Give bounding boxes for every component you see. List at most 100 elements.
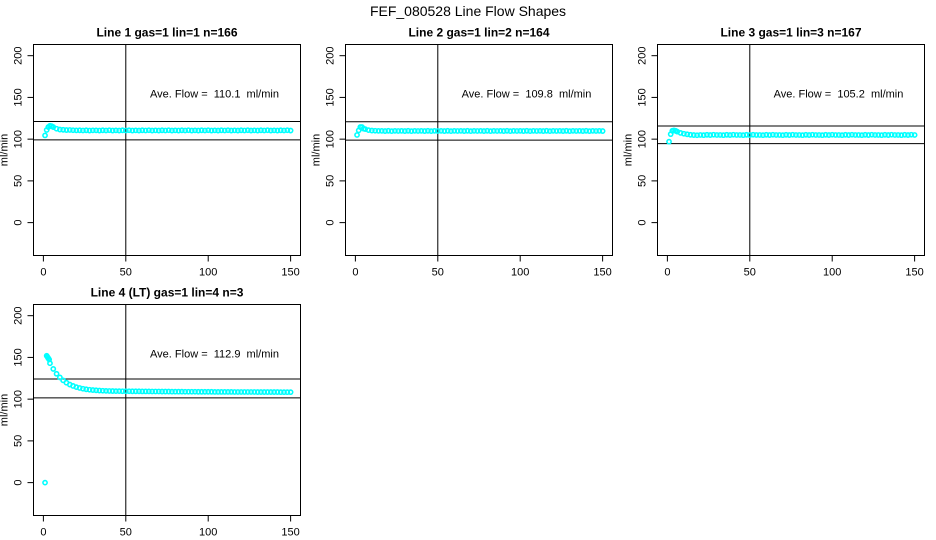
data-point bbox=[178, 127, 185, 134]
data-point bbox=[537, 127, 543, 134]
data-point bbox=[697, 132, 704, 138]
x-tick-label: 150 bbox=[281, 527, 299, 539]
data-point bbox=[155, 127, 162, 134]
data-point bbox=[773, 132, 780, 138]
data-point bbox=[208, 127, 215, 134]
y-axis-label: ml/min bbox=[0, 134, 11, 166]
data-point bbox=[248, 127, 254, 134]
data-point bbox=[205, 127, 212, 134]
ave-flow-annotation: Ave. Flow = 109.8 ml/min bbox=[462, 89, 592, 101]
data-point bbox=[849, 131, 855, 138]
data-point bbox=[221, 127, 228, 134]
data-point bbox=[425, 127, 431, 134]
data-point bbox=[832, 132, 839, 138]
data-point bbox=[418, 127, 425, 134]
data-point bbox=[740, 132, 747, 139]
data-point bbox=[743, 131, 750, 138]
data-point bbox=[182, 388, 189, 395]
data-point bbox=[474, 128, 481, 134]
data-point bbox=[467, 128, 474, 135]
y-tick-label: 200 bbox=[13, 307, 25, 325]
data-point bbox=[779, 132, 786, 139]
plot-box bbox=[657, 44, 925, 256]
data-point bbox=[372, 127, 379, 134]
data-point bbox=[573, 128, 580, 134]
x-tick-label: 0 bbox=[352, 267, 358, 279]
data-point bbox=[457, 127, 464, 134]
data-point bbox=[56, 126, 63, 133]
data-point bbox=[42, 132, 48, 139]
data-point bbox=[809, 131, 816, 138]
data-point bbox=[169, 127, 175, 134]
x-tick-label: 0 bbox=[40, 267, 46, 279]
data-point bbox=[556, 127, 563, 134]
data-point bbox=[533, 128, 540, 134]
data-point bbox=[89, 387, 96, 393]
x-tick-label: 50 bbox=[120, 267, 132, 279]
data-point bbox=[221, 388, 228, 395]
y-axis-label: ml/min bbox=[311, 134, 323, 166]
data-point bbox=[543, 127, 550, 134]
data-point bbox=[83, 127, 90, 134]
data-point bbox=[395, 128, 402, 134]
data-point bbox=[80, 127, 86, 134]
data-point bbox=[504, 127, 510, 134]
x-tick-label: 150 bbox=[593, 267, 611, 279]
data-point bbox=[911, 132, 918, 138]
data-point bbox=[875, 132, 882, 138]
data-point bbox=[192, 388, 198, 395]
data-point bbox=[793, 132, 799, 138]
data-point bbox=[142, 388, 149, 395]
data-point bbox=[238, 389, 245, 395]
data-point bbox=[527, 128, 533, 135]
data-point bbox=[891, 132, 898, 138]
y-tick-label: 150 bbox=[13, 348, 25, 366]
data-point bbox=[172, 388, 179, 395]
data-point bbox=[132, 127, 139, 134]
data-point bbox=[211, 127, 218, 134]
data-point bbox=[707, 132, 714, 138]
data-point bbox=[129, 127, 136, 134]
data-point bbox=[401, 128, 408, 134]
x-tick-label: 100 bbox=[511, 267, 529, 279]
plot-box bbox=[345, 44, 613, 256]
data-point bbox=[523, 127, 530, 134]
y-tick-label: 200 bbox=[637, 47, 649, 65]
data-point bbox=[287, 389, 294, 396]
x-tick-label: 100 bbox=[823, 267, 841, 279]
data-point bbox=[149, 388, 156, 395]
data-point bbox=[514, 128, 520, 134]
data-point bbox=[215, 127, 221, 134]
data-point bbox=[60, 126, 67, 133]
data-point bbox=[882, 131, 888, 138]
data-point bbox=[855, 132, 862, 138]
data-point bbox=[885, 132, 892, 138]
data-point bbox=[756, 132, 763, 138]
data-point bbox=[829, 131, 836, 138]
data-point bbox=[905, 132, 911, 138]
data-point bbox=[106, 127, 113, 134]
data-point bbox=[835, 132, 842, 138]
data-point bbox=[165, 127, 172, 134]
data-point bbox=[264, 389, 271, 395]
data-point bbox=[99, 127, 106, 134]
data-point bbox=[411, 127, 418, 134]
ave-flow-annotation: Ave. Flow = 110.1 ml/min bbox=[150, 89, 279, 101]
data-point bbox=[231, 127, 238, 134]
data-point bbox=[116, 388, 123, 395]
data-point bbox=[231, 389, 238, 395]
data-point bbox=[251, 127, 258, 134]
data-point bbox=[218, 127, 225, 134]
y-tick-label: 150 bbox=[637, 88, 649, 106]
y-tick-label: 200 bbox=[13, 47, 25, 65]
data-point bbox=[149, 127, 156, 134]
data-point bbox=[586, 128, 593, 135]
data-point bbox=[786, 132, 793, 138]
data-point bbox=[776, 132, 783, 138]
data-point bbox=[878, 132, 885, 139]
data-point bbox=[274, 389, 281, 395]
data-point bbox=[576, 127, 583, 134]
data-point bbox=[852, 132, 859, 138]
data-point bbox=[185, 127, 192, 134]
